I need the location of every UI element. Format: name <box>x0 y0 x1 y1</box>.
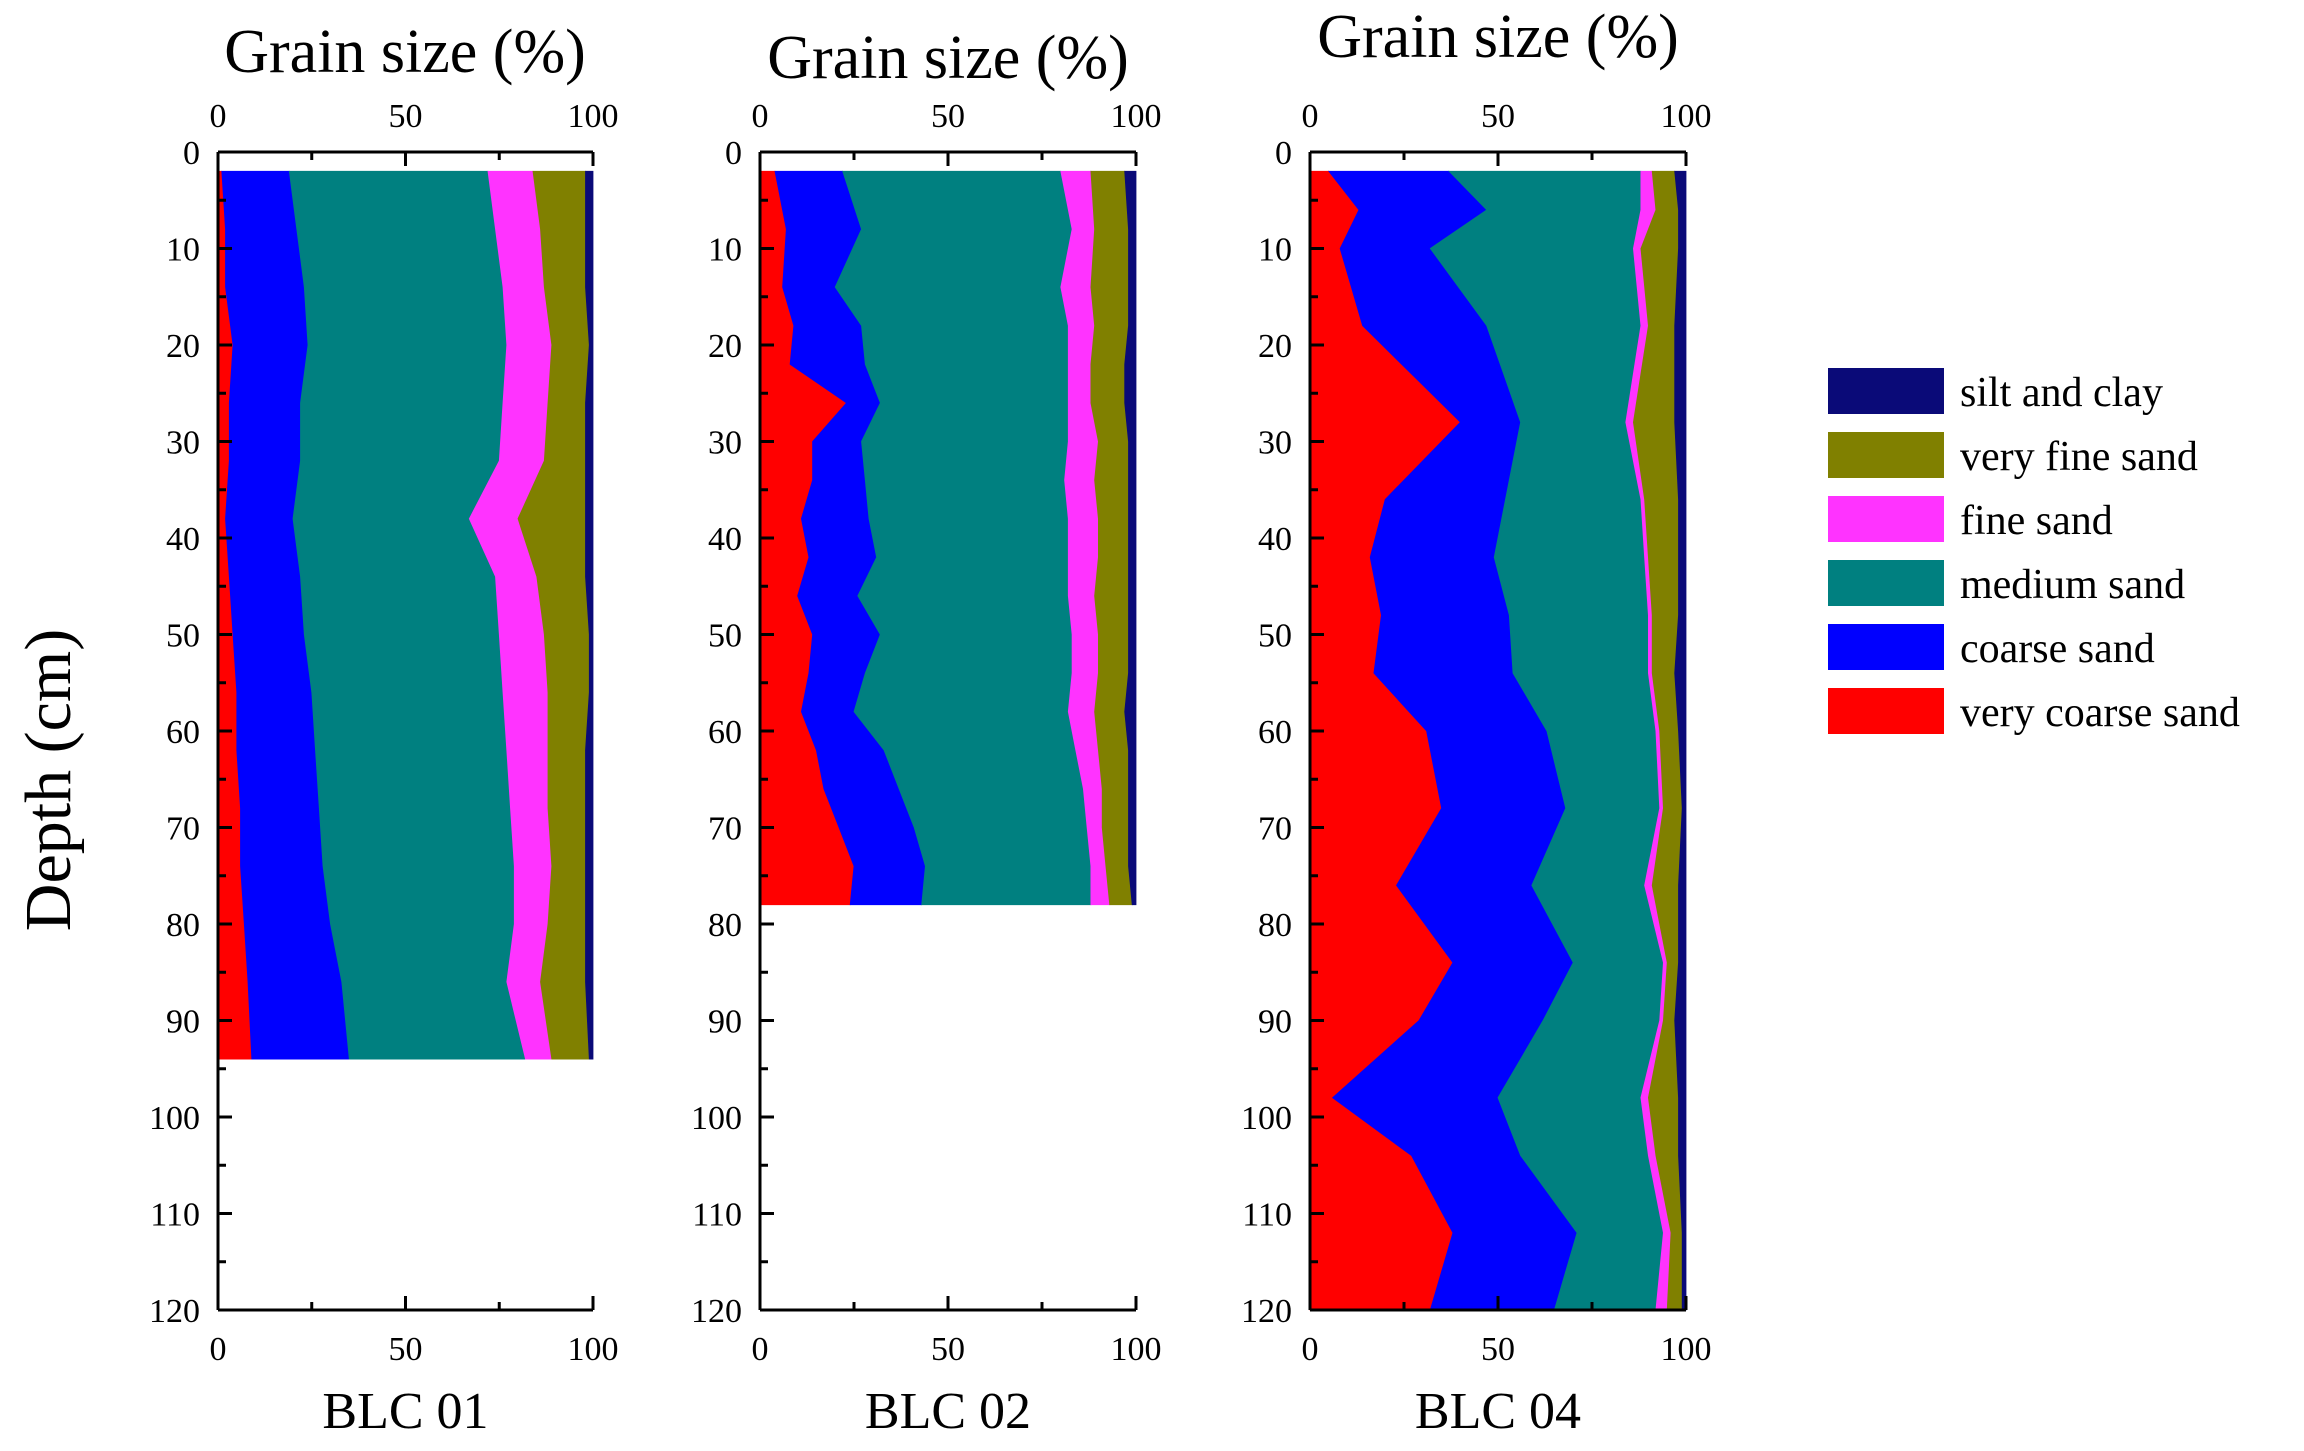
depth-tick-label: 120 <box>691 1293 742 1330</box>
legend-label: very fine sand <box>1960 434 2198 480</box>
legend-swatch <box>1828 624 1944 670</box>
top-tick-label: 50 <box>389 98 423 135</box>
depth-tick-label: 20 <box>1258 328 1292 365</box>
panel-top-title: Grain size (%) <box>224 18 586 86</box>
depth-tick-label: 80 <box>708 907 742 944</box>
area-silt-and-clay <box>585 170 594 1060</box>
legend-item-very-fine-sand: very fine sand <box>1828 432 2198 480</box>
legend-item-very-coarse-sand: very coarse sand <box>1828 688 2240 736</box>
depth-tick-label: 10 <box>708 232 742 269</box>
legend-label: coarse sand <box>1960 626 2155 672</box>
panel-name-label: BLC 02 <box>865 1383 1031 1440</box>
depth-axis-label: Depth (cm) <box>12 629 85 931</box>
top-tick-label: 0 <box>752 98 769 135</box>
panels: 0102030405060708090100110120005050100100… <box>149 3 1712 1440</box>
depth-tick-label: 110 <box>692 1197 742 1234</box>
depth-tick-label: 70 <box>708 811 742 848</box>
legend-item-medium-sand: medium sand <box>1828 560 2185 608</box>
top-tick-label: 0 <box>210 98 227 135</box>
bottom-tick-label: 0 <box>752 1331 769 1368</box>
depth-tick-label: 90 <box>1258 1004 1292 1041</box>
legend-item-silt-and-clay: silt and clay <box>1828 368 2163 416</box>
depth-tick-label: 80 <box>1258 907 1292 944</box>
legend-item-fine-sand: fine sand <box>1828 496 2113 544</box>
depth-tick-label: 0 <box>725 135 742 172</box>
legend-label: medium sand <box>1960 562 2185 608</box>
depth-tick-label: 70 <box>1258 811 1292 848</box>
panel-top-title: Grain size (%) <box>767 24 1129 92</box>
panel-blc-04: 0102030405060708090100110120005050100100… <box>1241 3 1712 1440</box>
top-tick-label: 0 <box>1302 98 1319 135</box>
legend-swatch <box>1828 368 1944 414</box>
depth-tick-label: 40 <box>166 521 200 558</box>
panel-blc-01: 0102030405060708090100110120005050100100… <box>149 18 619 1440</box>
depth-tick-label: 20 <box>708 328 742 365</box>
bottom-tick-label: 50 <box>1481 1331 1515 1368</box>
depth-tick-label: 60 <box>708 714 742 751</box>
depth-tick-label: 90 <box>166 1004 200 1041</box>
depth-tick-label: 60 <box>166 714 200 751</box>
bottom-tick-label: 100 <box>568 1331 619 1368</box>
depth-tick-label: 30 <box>708 425 742 462</box>
legend-swatch <box>1828 560 1944 606</box>
bottom-tick-label: 0 <box>1302 1331 1319 1368</box>
depth-tick-label: 100 <box>149 1100 200 1137</box>
top-tick-label: 100 <box>1661 98 1712 135</box>
panel-name-label: BLC 04 <box>1415 1383 1581 1440</box>
bottom-tick-label: 50 <box>931 1331 965 1368</box>
depth-tick-label: 90 <box>708 1004 742 1041</box>
bottom-tick-label: 0 <box>210 1331 227 1368</box>
panel-top-title: Grain size (%) <box>1317 3 1679 71</box>
legend-label: very coarse sand <box>1960 690 2240 736</box>
depth-tick-label: 100 <box>691 1100 742 1137</box>
panel-name-label: BLC 01 <box>322 1383 488 1440</box>
bottom-tick-label: 50 <box>389 1331 423 1368</box>
depth-tick-label: 110 <box>150 1197 200 1234</box>
depth-tick-label: 10 <box>166 232 200 269</box>
legend-label: silt and clay <box>1960 370 2163 416</box>
top-tick-label: 100 <box>568 98 619 135</box>
depth-tick-label: 0 <box>183 135 200 172</box>
depth-tick-label: 100 <box>1241 1100 1292 1137</box>
depth-tick-label: 50 <box>166 618 200 655</box>
depth-tick-label: 40 <box>708 521 742 558</box>
legend-swatch <box>1828 688 1944 734</box>
legend: silt and clay very fine sand fine sand medi… <box>1828 368 2240 736</box>
top-tick-label: 50 <box>931 98 965 135</box>
depth-tick-label: 30 <box>1258 425 1292 462</box>
depth-tick-label: 50 <box>708 618 742 655</box>
top-tick-label: 50 <box>1481 98 1515 135</box>
panel-blc-02: 0102030405060708090100110120005050100100… <box>691 24 1162 1440</box>
area-silt-and-clay <box>1124 170 1137 906</box>
legend-label: fine sand <box>1960 498 2113 544</box>
depth-tick-label: 50 <box>1258 618 1292 655</box>
depth-tick-label: 20 <box>166 328 200 365</box>
top-tick-label: 100 <box>1111 98 1162 135</box>
depth-tick-label: 80 <box>166 907 200 944</box>
depth-tick-label: 40 <box>1258 521 1292 558</box>
depth-tick-label: 120 <box>1241 1293 1292 1330</box>
bottom-tick-label: 100 <box>1111 1331 1162 1368</box>
legend-swatch <box>1828 432 1944 478</box>
depth-tick-label: 60 <box>1258 714 1292 751</box>
depth-tick-label: 0 <box>1275 135 1292 172</box>
bottom-tick-label: 100 <box>1661 1331 1712 1368</box>
depth-tick-label: 30 <box>166 425 200 462</box>
depth-tick-label: 110 <box>1242 1197 1292 1234</box>
depth-tick-label: 70 <box>166 811 200 848</box>
legend-item-coarse-sand: coarse sand <box>1828 624 2155 672</box>
depth-tick-label: 10 <box>1258 232 1292 269</box>
legend-swatch <box>1828 496 1944 542</box>
depth-tick-label: 120 <box>149 1293 200 1330</box>
